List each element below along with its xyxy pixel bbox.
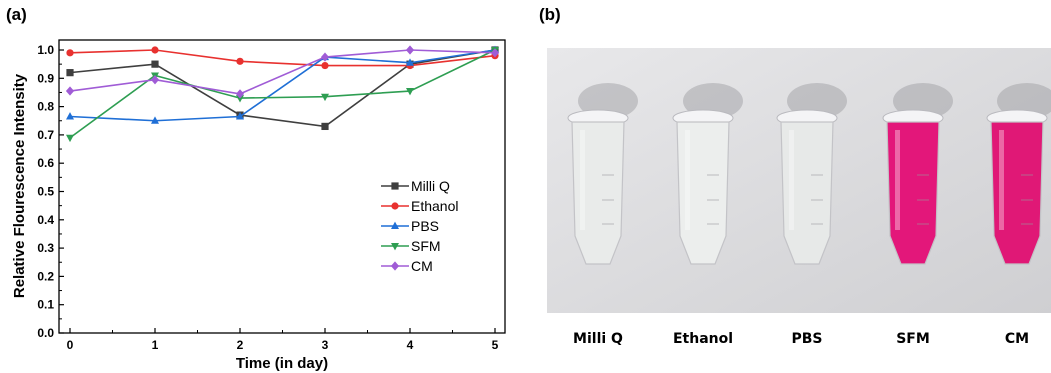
- data-point-pbs: [151, 116, 159, 124]
- y-tick-label: 0.9: [37, 71, 54, 85]
- data-point-pbs: [66, 112, 74, 120]
- tube-sfm: [882, 83, 953, 265]
- panel-b-label: (b): [539, 5, 561, 24]
- data-point-milli-q: [66, 69, 74, 77]
- y-tick-label: 0.6: [37, 156, 54, 170]
- data-point-cm: [405, 45, 415, 55]
- y-tick-label: 0.4: [37, 213, 54, 227]
- tube-label-milli-q: Milli Q: [573, 331, 623, 347]
- legend: Milli Q Ethanol PBS SFM CM: [381, 178, 458, 274]
- data-point-ethanol: [236, 57, 244, 65]
- legend-label-sfm: SFM: [411, 238, 441, 254]
- y-tick-label: 0.8: [37, 100, 54, 114]
- data-point-cm: [320, 52, 330, 62]
- data-point-milli-q: [321, 122, 329, 131]
- data-point-cm: [150, 75, 160, 85]
- tube-labels: Milli Q Ethanol PBS SFM CM: [573, 331, 1029, 347]
- tubes-group: [567, 83, 1051, 265]
- x-axis-ticks: 0 1 2 3 4 5: [67, 328, 499, 352]
- tube-milli-q: [567, 83, 638, 265]
- data-point-cm: [235, 89, 245, 99]
- y-tick-label: 0.0: [37, 326, 54, 340]
- data-point-sfm: [66, 134, 74, 143]
- tube-label-pbs: PBS: [791, 331, 822, 347]
- legend-label-pbs: PBS: [411, 218, 439, 234]
- x-tick-label: 4: [407, 338, 414, 352]
- line-chart: 0.0 0.1 0.2 0.3 0.4 0.5 0.6 0.7 0.8 0.9 1.0 0 1 2 3 4 5…: [37, 39, 506, 352]
- legend-marker-ethanol: [391, 202, 399, 210]
- data-point-sfm: [406, 88, 414, 96]
- tubes-photo: [547, 48, 1051, 313]
- legend-label-milli-q: Milli Q: [411, 178, 450, 194]
- tube-label-cm: CM: [1005, 331, 1029, 347]
- x-tick-label: 0: [67, 338, 74, 352]
- legend-marker-sfm: [391, 243, 399, 251]
- series-line-ethanol: [69, 49, 496, 67]
- tube-cm: [986, 83, 1051, 265]
- tube-ethanol: [672, 83, 743, 265]
- tube-label-ethanol: Ethanol: [673, 331, 733, 347]
- panel-a-label: (a): [6, 5, 27, 24]
- legend-marker-pbs: [391, 221, 399, 229]
- series-line-milli-q: [69, 49, 496, 128]
- legend-marker-milli-q: [391, 182, 399, 190]
- data-point-ethanol: [66, 49, 74, 57]
- data-point-pbs: [236, 112, 244, 120]
- series-line-cm: [69, 49, 496, 95]
- y-tick-label: 1.0: [37, 43, 54, 57]
- series-line-pbs: [69, 49, 496, 122]
- data-point-cm: [65, 86, 75, 96]
- y-tick-label: 0.3: [37, 241, 54, 255]
- series-cm: [65, 45, 500, 99]
- y-tick-label: 0.7: [37, 128, 54, 142]
- series-group: [65, 45, 500, 143]
- data-point-sfm: [236, 95, 244, 103]
- legend-item-sfm: SFM: [381, 238, 441, 254]
- legend-item-ethanol: Ethanol: [381, 198, 458, 214]
- y-axis-ticks: 0.0 0.1 0.2 0.3 0.4 0.5 0.6 0.7 0.8 0.9 1.0: [37, 43, 64, 340]
- x-tick-label: 5: [492, 338, 499, 352]
- tube-pbs: [776, 83, 847, 265]
- legend-label-cm: CM: [411, 258, 433, 274]
- y-tick-label: 0.5: [37, 185, 54, 199]
- legend-item-milli-q: Milli Q: [381, 178, 450, 194]
- y-axis-title: Relative Flourescence Intensity: [11, 73, 28, 298]
- plot-frame: [58, 39, 506, 334]
- data-point-ethanol: [321, 61, 329, 70]
- series-pbs: [66, 45, 499, 124]
- data-point-cm: [490, 48, 500, 58]
- legend-label-ethanol: Ethanol: [411, 198, 458, 214]
- x-axis-title: Time (in day): [236, 355, 328, 372]
- data-point-ethanol: [151, 46, 159, 54]
- data-point-sfm: [321, 93, 329, 102]
- x-tick-label: 3: [322, 338, 329, 352]
- legend-marker-cm: [390, 261, 400, 271]
- y-tick-label: 0.2: [37, 269, 54, 283]
- x-tick-label: 1: [152, 338, 159, 352]
- tube-label-sfm: SFM: [896, 331, 930, 347]
- data-point-milli-q: [151, 60, 159, 68]
- legend-item-pbs: PBS: [381, 218, 439, 234]
- series-line-sfm: [69, 49, 496, 139]
- data-point-pbs: [406, 58, 414, 66]
- y-tick-label: 0.1: [37, 298, 54, 312]
- x-tick-label: 2: [237, 338, 244, 352]
- legend-item-cm: CM: [381, 258, 433, 274]
- series-sfm: [66, 47, 499, 143]
